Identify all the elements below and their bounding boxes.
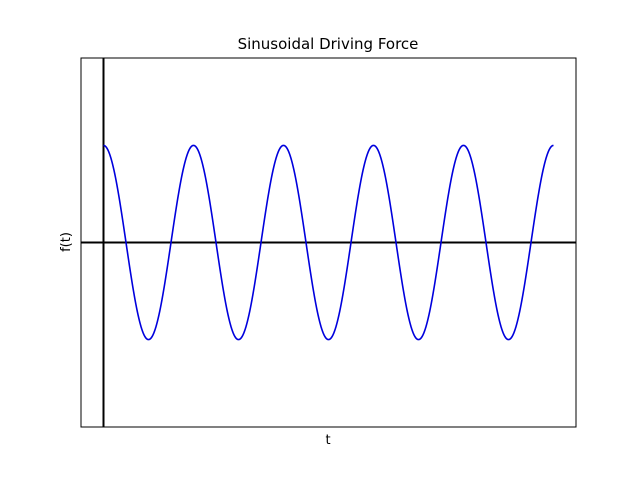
plot-area bbox=[80, 57, 577, 428]
series-line-0 bbox=[103, 144, 554, 341]
chart-title: Sinusoidal Driving Force bbox=[238, 35, 419, 53]
y-axis-label: f(t) bbox=[59, 232, 74, 252]
x-axis-label: t bbox=[325, 433, 330, 448]
